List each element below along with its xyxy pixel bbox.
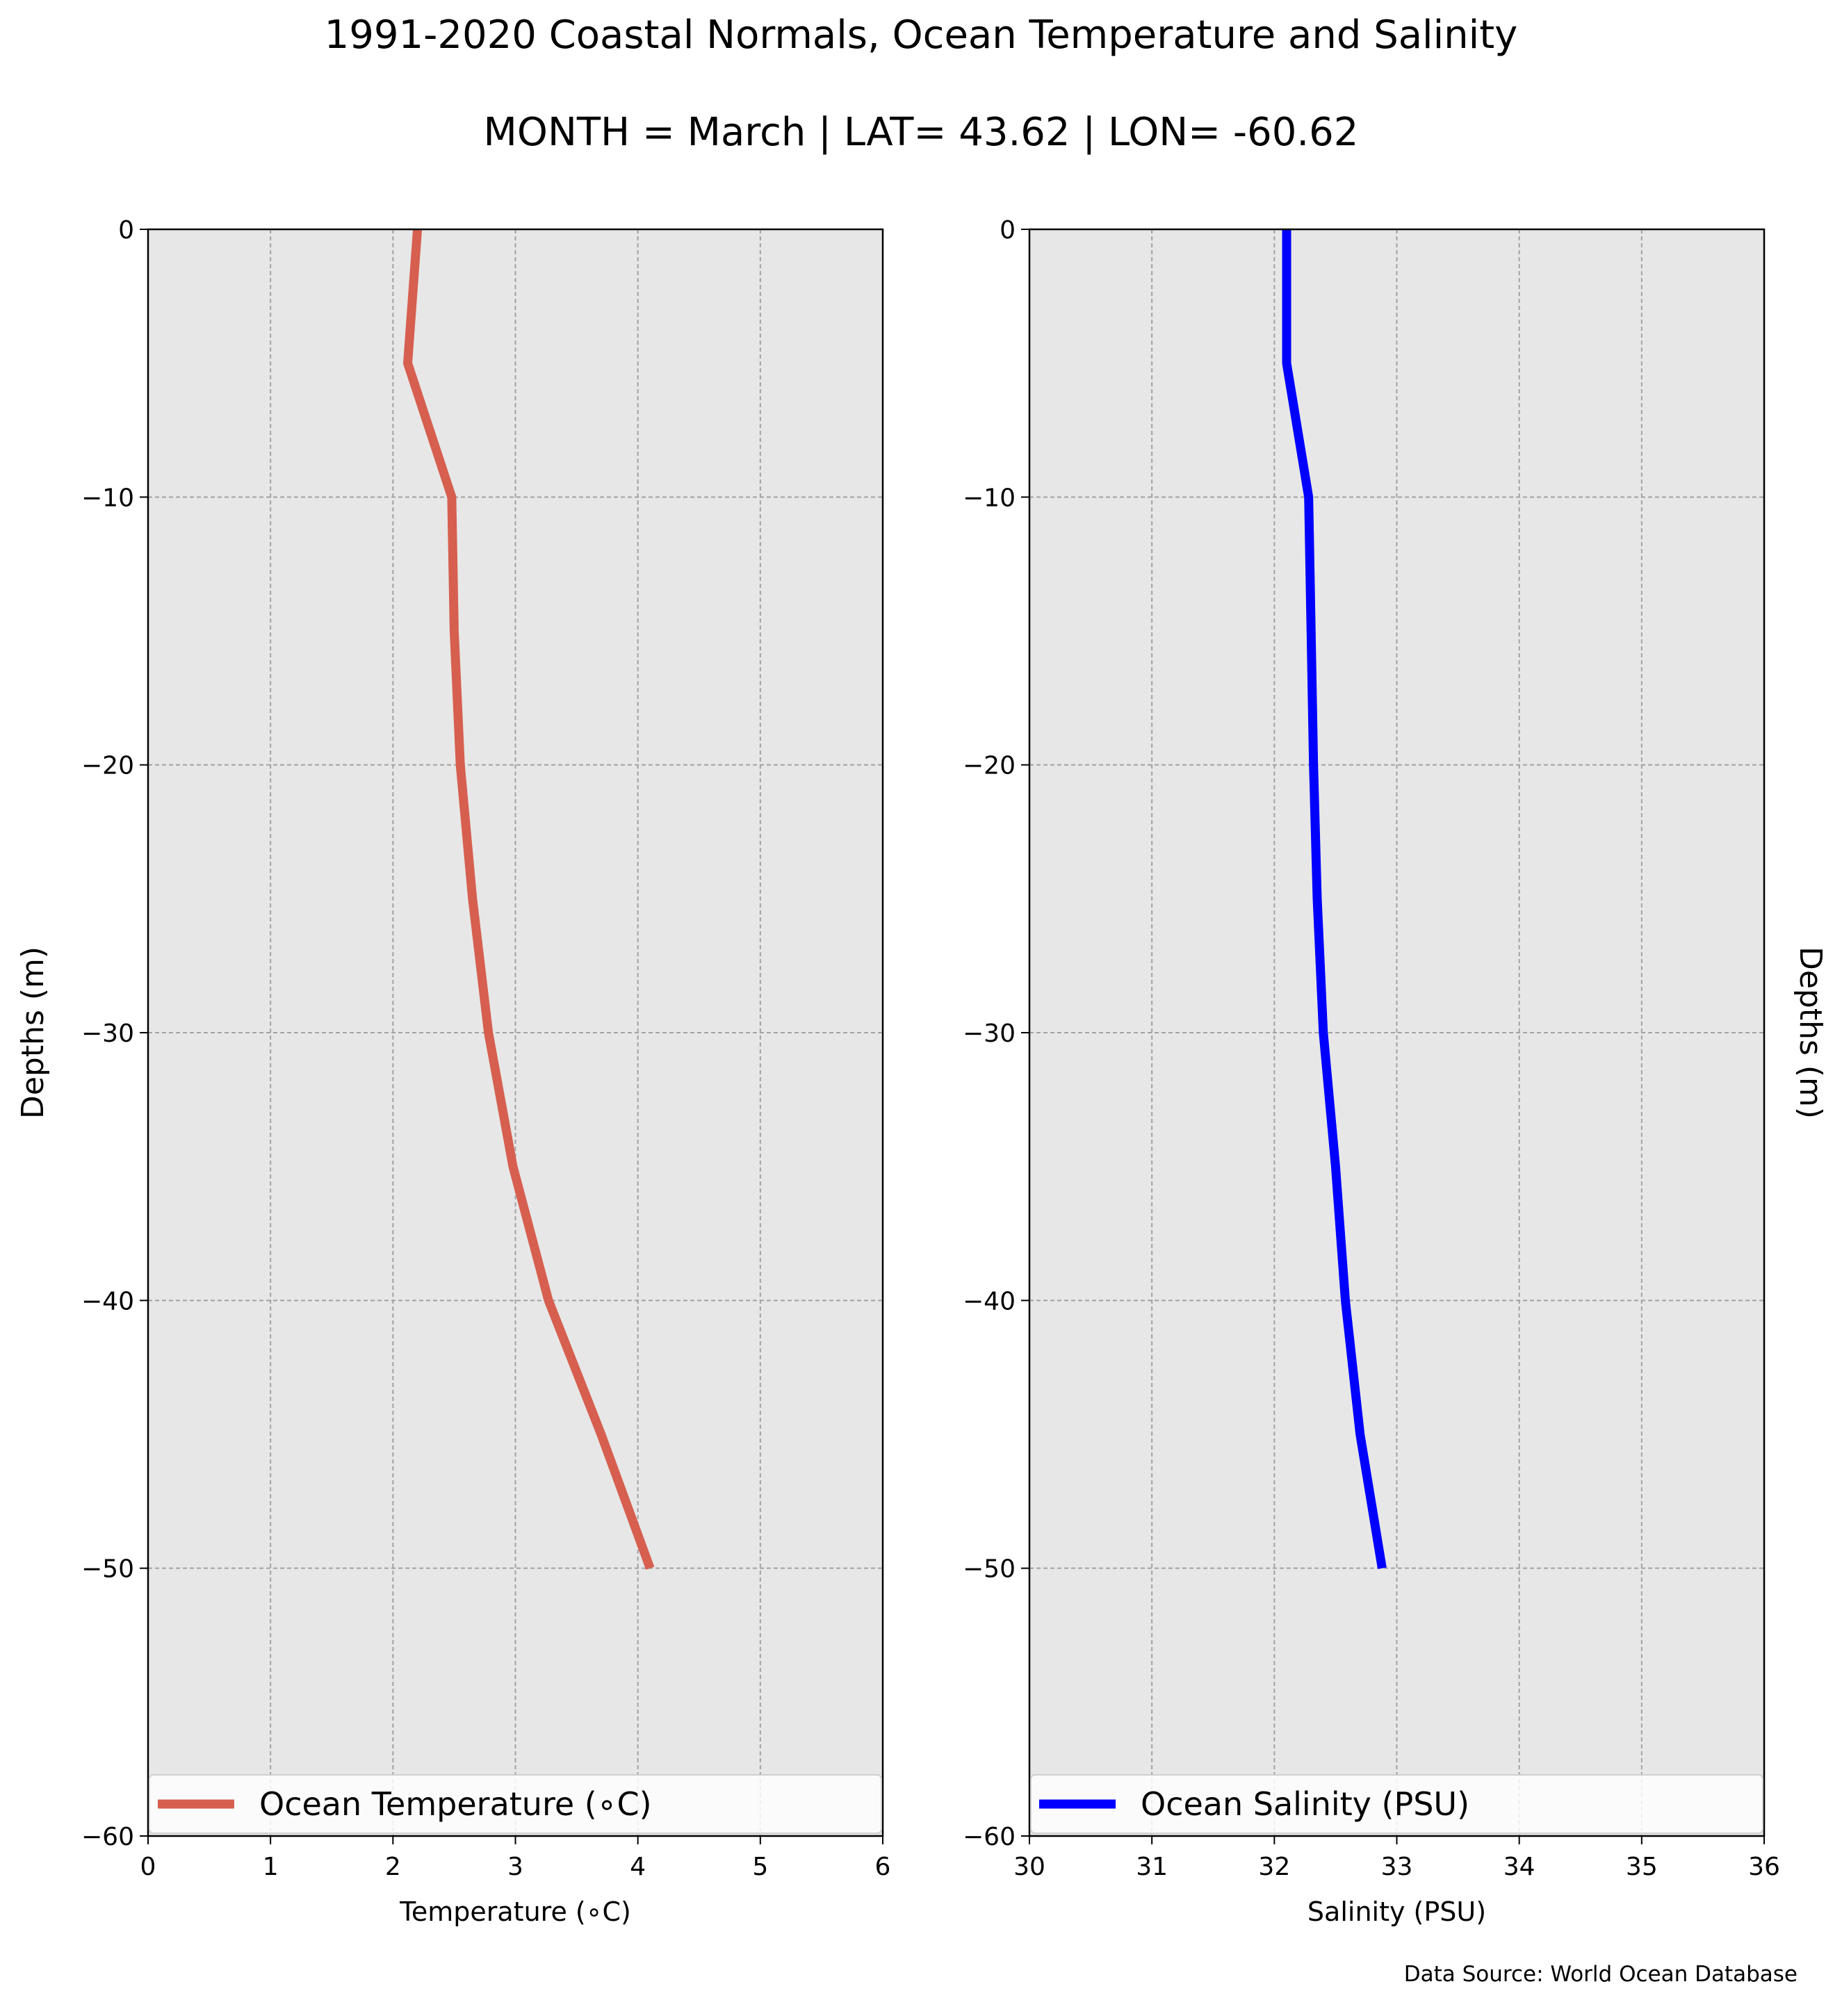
y-tick-label: −30 — [81, 1019, 134, 1048]
chart-subtitle: MONTH = March | LAT= 43.62 | LON= -60.62 — [483, 110, 1359, 155]
salinity-panel: 30 31 32 33 34 35 36 0 −10 −20 −30 −40 −50 −60 Ocean S… — [963, 216, 1828, 1927]
y-tick-label: −40 — [81, 1287, 134, 1316]
series-line — [1282, 229, 1387, 1569]
y-tick-label: −10 — [81, 484, 134, 512]
x-tick-label: 0 — [140, 1853, 156, 1881]
legend-label: Ocean Salinity (PSU) — [1141, 1785, 1469, 1823]
temperature-panel: 0 1 2 3 4 5 6 0 −10 −20 −30 −40 −50 −60 Ocean Temperat… — [15, 216, 890, 1927]
y-tick-label: −30 — [963, 1019, 1016, 1048]
legend-box — [149, 1774, 882, 1834]
x-tick-label: 4 — [630, 1853, 646, 1881]
y-tick-label: −50 — [963, 1555, 1016, 1584]
legend: Ocean Salinity (PSU) — [1030, 1774, 1763, 1834]
y-tick-label: −40 — [963, 1287, 1016, 1316]
x-tick-label: 31 — [1136, 1853, 1168, 1881]
y-tick-label: −10 — [963, 484, 1016, 512]
x-tick-label: 5 — [752, 1853, 768, 1881]
legend-label: Ocean Temperature (∘C) — [259, 1785, 652, 1823]
y-tick-label: −50 — [81, 1555, 134, 1584]
y-tick-label: −20 — [963, 752, 1016, 780]
data-source-note: Data Source: World Ocean Database — [1403, 1962, 1798, 1987]
x-tick-label: 30 — [1013, 1853, 1045, 1881]
legend: Ocean Temperature (∘C) — [149, 1774, 882, 1834]
y-axis-label: Depths (m) — [15, 946, 51, 1119]
legend-box — [1030, 1774, 1763, 1834]
chart-title: 1991-2020 Coastal Normals, Ocean Tempera… — [324, 13, 1518, 58]
x-tick-label: 35 — [1626, 1853, 1658, 1881]
x-tick-label: 32 — [1258, 1853, 1290, 1881]
axes-frame — [1028, 228, 1766, 1837]
x-tick-label: 34 — [1503, 1853, 1535, 1881]
series-line — [402, 229, 655, 1570]
axes-frame — [147, 228, 884, 1837]
y-tick-label: −20 — [81, 752, 134, 780]
y-axis-label-right: Depths (m) — [1793, 946, 1828, 1119]
x-axis-label: Temperature (∘C) — [399, 1896, 631, 1927]
y-tick-label: 0 — [1000, 216, 1016, 245]
x-axis-label: Salinity (PSU) — [1307, 1896, 1486, 1927]
y-tick-label: 0 — [118, 216, 134, 245]
x-tick-label: 2 — [385, 1853, 401, 1881]
x-tick-label: 33 — [1381, 1853, 1413, 1881]
y-tick-label: −60 — [963, 1823, 1016, 1851]
x-tick-label: 36 — [1748, 1853, 1780, 1881]
y-tick-label: −60 — [81, 1823, 134, 1851]
x-tick-label: 1 — [263, 1853, 279, 1881]
x-tick-label: 3 — [507, 1853, 523, 1881]
x-tick-label: 6 — [875, 1853, 891, 1881]
